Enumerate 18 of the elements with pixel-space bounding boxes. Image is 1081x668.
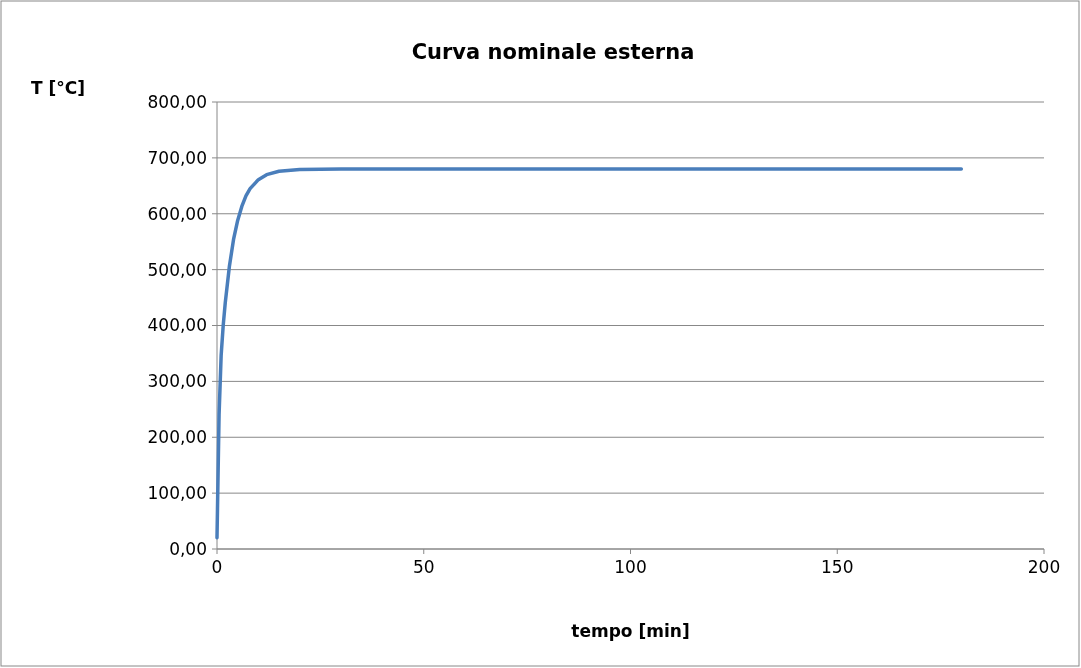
chart-title: Curva nominale esterna [411, 40, 695, 64]
x-tick-label: 150 [821, 557, 854, 577]
x-tick-label: 0 [211, 557, 223, 577]
y-tick-label: 700,00 [147, 147, 207, 168]
x-tick-label: 100 [614, 557, 647, 577]
y-axis-title: T [°C] [30, 78, 86, 98]
y-tick-label: 400,00 [147, 315, 207, 336]
y-tick-label: 200,00 [147, 427, 207, 448]
x-tick-label: 200 [1027, 557, 1061, 577]
y-tick-label: 500,00 [147, 259, 207, 280]
y-tick-label: 100,00 [147, 483, 207, 504]
y-tick-label: 300,00 [147, 371, 207, 392]
line-series [215, 167, 964, 540]
y-tick-label: 0,00 [169, 538, 207, 559]
x-axis-title: tempo [min] [571, 621, 690, 641]
y-tick-label: 600,00 [147, 203, 207, 224]
x-tick-label: 50 [412, 557, 435, 577]
y-tick-label: 800,00 [147, 91, 207, 112]
